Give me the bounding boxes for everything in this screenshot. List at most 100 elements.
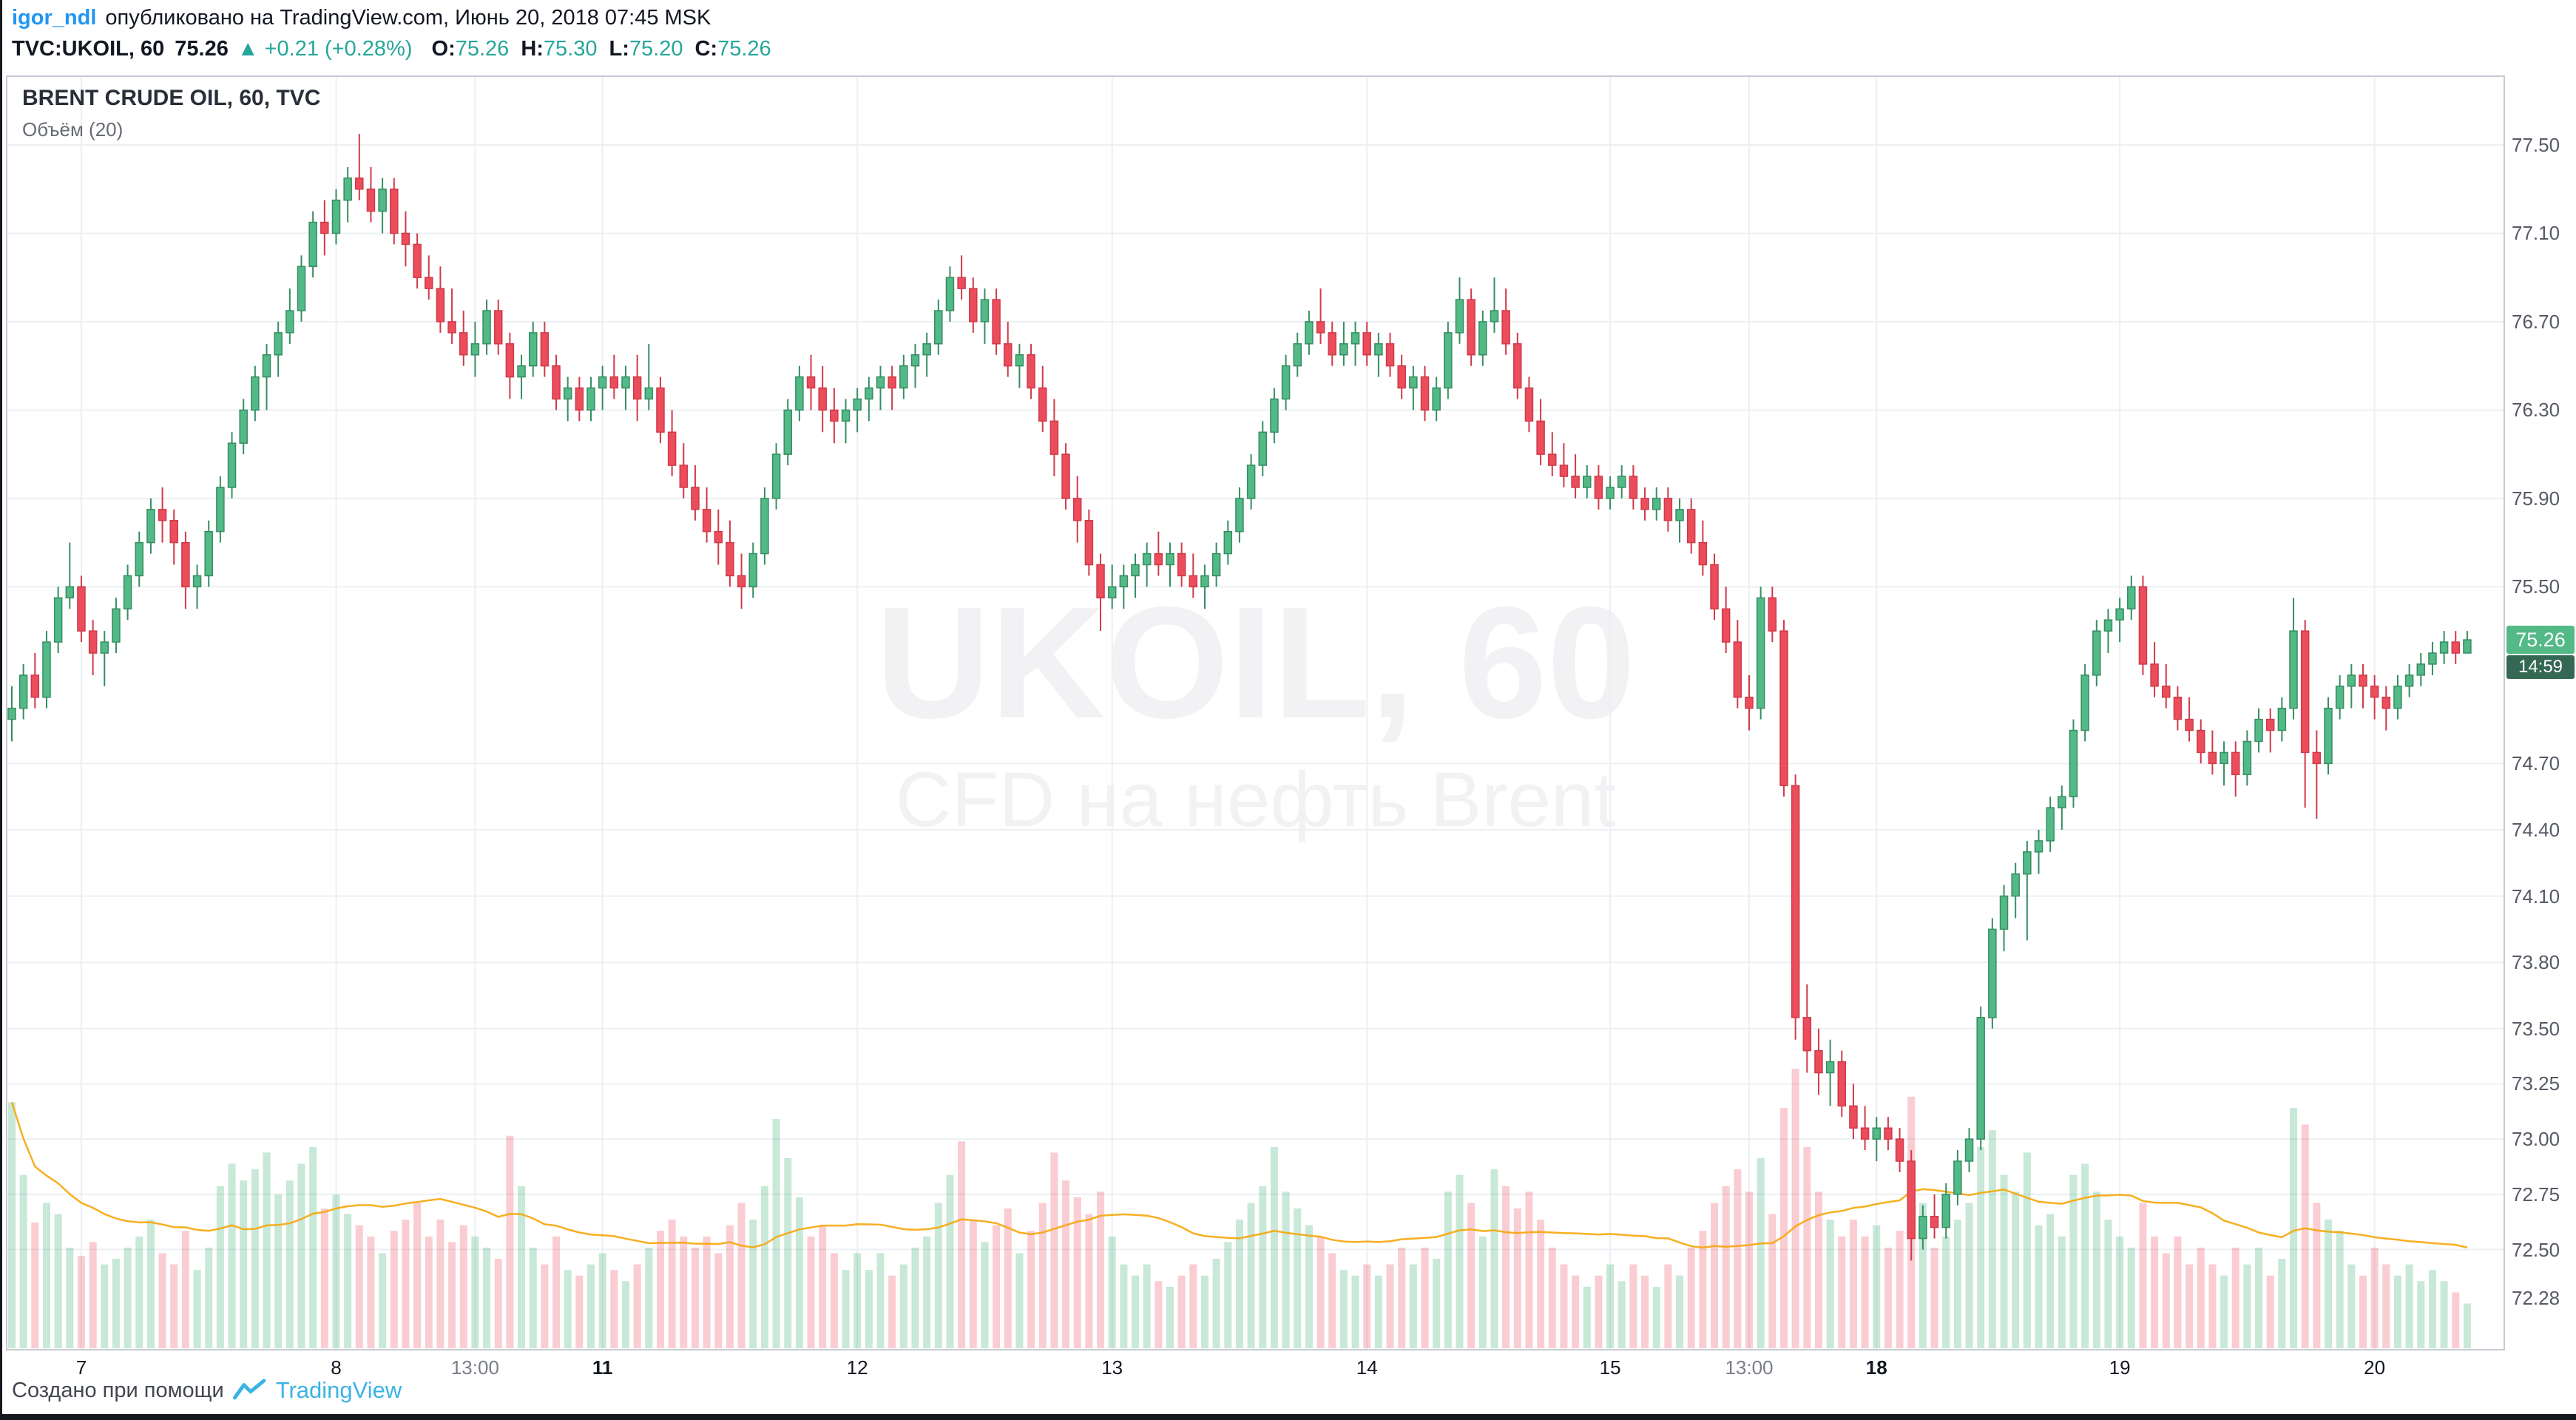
time-axis-label: 13:00 <box>1725 1356 1774 1379</box>
price-axis-label: 72.75 <box>2512 1183 2560 1206</box>
candle-body <box>1293 343 1302 367</box>
volume-bar <box>1351 1275 1359 1348</box>
ohlc-value: 75.26 <box>717 37 771 61</box>
symbol-name[interactable]: TVC:UKOIL, 60 <box>12 37 165 61</box>
volume-indicator-label[interactable]: Объём (20) <box>22 118 124 141</box>
volume-bar <box>2046 1214 2055 1348</box>
volume-bar <box>483 1247 491 1348</box>
volume-bar <box>1038 1203 1047 1348</box>
candle-body <box>1907 1160 1916 1240</box>
volume-bar <box>934 1203 942 1348</box>
candle-body <box>2058 796 2066 808</box>
volume-bar <box>1722 1186 1730 1348</box>
volume-bar <box>760 1186 768 1348</box>
candle-body <box>1837 1061 1847 1107</box>
candle-body <box>355 178 364 190</box>
volume-bar <box>1617 1281 1626 1348</box>
volume-bar <box>1155 1281 1163 1348</box>
volume-bar <box>2116 1236 2124 1348</box>
volume-bar <box>355 1225 363 1348</box>
volume-bar <box>2000 1174 2008 1348</box>
candle-body <box>621 376 630 389</box>
up-arrow-icon: ▲ <box>237 37 259 61</box>
candle-body <box>2208 751 2217 765</box>
tradingview-brand-link[interactable]: TradingView <box>275 1377 402 1403</box>
ohlc-label: L: <box>609 37 629 61</box>
candle-body <box>1142 552 1152 566</box>
candle-body <box>945 277 955 311</box>
price-axis-label: 74.40 <box>2512 818 2560 841</box>
volume-bar <box>1027 1231 1035 1348</box>
volume-bar <box>1757 1157 1765 1348</box>
candle-body <box>1675 509 1684 521</box>
volume-bar <box>1282 1191 1290 1348</box>
price-axis-label: 77.50 <box>2512 134 2560 156</box>
candle-body <box>1223 530 1233 555</box>
volume-bar <box>2104 1220 2112 1348</box>
volume-bar <box>506 1135 514 1348</box>
volume-bar <box>413 1203 422 1348</box>
chart-title[interactable]: BRENT CRUDE OIL, 60, TVC <box>22 86 321 110</box>
candle-body <box>1432 387 1441 411</box>
volume-bar <box>2278 1259 2286 1348</box>
candle-body <box>2034 840 2043 853</box>
candle-body <box>2359 674 2367 687</box>
volume-bar <box>807 1236 815 1348</box>
volume-bar <box>2081 1163 2089 1348</box>
ohlc-label: H: <box>521 37 544 61</box>
candle-body <box>53 597 63 643</box>
candle-body <box>1860 1127 1870 1140</box>
author-username[interactable]: igor_ndl <box>12 6 97 30</box>
candle-body <box>2162 686 2171 698</box>
footer: Создано при помощи TradingView <box>12 1377 402 1404</box>
candle-body <box>436 288 445 322</box>
volume-bar <box>1478 1236 1487 1348</box>
candle-body <box>1825 1061 1835 1074</box>
volume-bar <box>2347 1264 2356 1348</box>
volume-bar <box>2313 1203 2321 1348</box>
candle-body <box>1814 1049 1823 1074</box>
candle-body <box>1629 476 1638 499</box>
ohlc-label: O: <box>431 37 456 61</box>
volume-bar <box>1930 1247 1938 1348</box>
volume-bar <box>263 1152 271 1348</box>
volume-bar <box>784 1157 792 1348</box>
candle-body <box>1166 552 1174 566</box>
candle-body <box>2265 718 2275 731</box>
candle-body <box>691 487 700 510</box>
candle-body <box>1328 332 1336 356</box>
ohlc-value: 75.30 <box>543 37 598 61</box>
candle-body <box>1038 387 1047 422</box>
candle-body <box>1096 564 1105 599</box>
volume-bar <box>320 1208 328 1348</box>
price-axis-label: 74.70 <box>2512 752 2560 775</box>
candle-body <box>1524 387 1534 422</box>
candle-body <box>1988 928 1997 1018</box>
volume-bar <box>923 1236 931 1348</box>
candle-body <box>760 498 769 555</box>
candle-body <box>169 520 178 544</box>
volume-bar <box>77 1256 85 1348</box>
time-axis-label: 20 <box>2364 1356 2386 1379</box>
volume-bar <box>981 1242 989 1348</box>
volume-bar <box>1490 1169 1498 1348</box>
candle-body <box>1559 464 1569 477</box>
volume-bar <box>2185 1264 2194 1348</box>
volume-bar <box>668 1220 676 1348</box>
volume-bar <box>158 1253 166 1348</box>
last-price-badge: 75.26 <box>2506 626 2575 655</box>
volume-bar <box>1224 1242 1232 1348</box>
tradingview-logo-icon[interactable] <box>232 1378 267 1403</box>
volume-bar <box>2127 1247 2135 1348</box>
candle-body <box>737 575 746 588</box>
volume-bar <box>1316 1236 1325 1348</box>
candle-body <box>2150 663 2159 687</box>
candle-body <box>401 232 410 246</box>
volume-bar <box>1235 1220 1243 1348</box>
volume-bar <box>448 1242 456 1348</box>
candle-body <box>2242 740 2252 776</box>
volume-bar <box>691 1247 699 1348</box>
candle-body <box>2046 807 2055 842</box>
volume-bar <box>1085 1214 1093 1348</box>
